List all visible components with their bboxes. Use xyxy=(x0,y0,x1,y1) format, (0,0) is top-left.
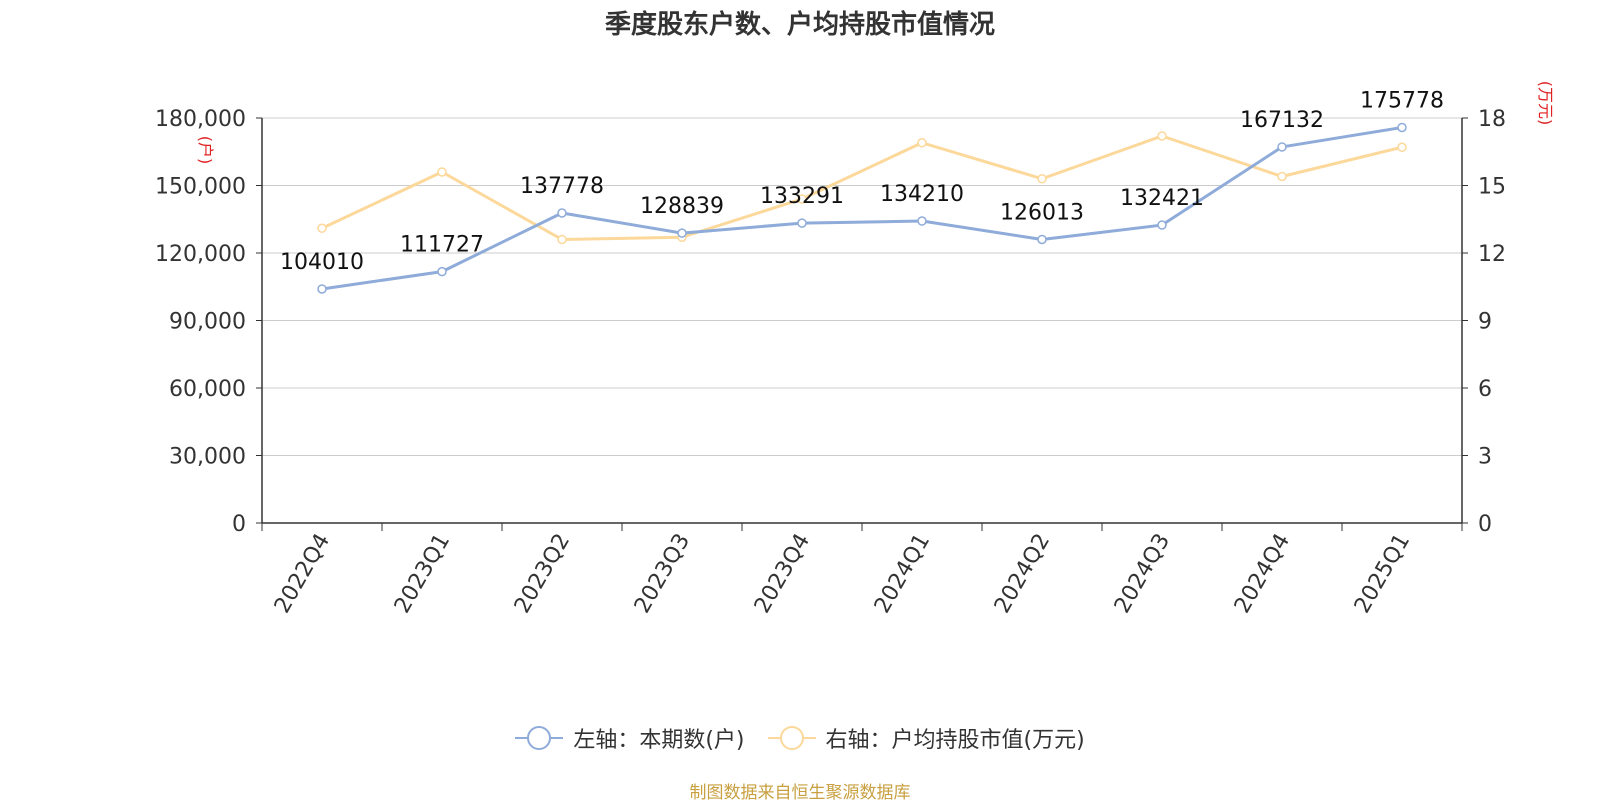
data-label-left: 126013 xyxy=(1000,200,1084,225)
x-axis-tick-label: 2024Q1 xyxy=(870,530,935,618)
right-axis-tick-label: 18 xyxy=(1478,107,1506,132)
x-axis-tick-label: 2024Q3 xyxy=(1110,530,1175,618)
right-axis-tick-label: 12 xyxy=(1478,242,1506,267)
legend-label-left-series: 左轴：本期数(户) xyxy=(573,728,745,753)
data-point-right xyxy=(1277,171,1287,182)
left-axis-tick-label: 150,000 xyxy=(155,175,246,200)
data-point-left xyxy=(1277,142,1287,152)
data-label-left: 134210 xyxy=(880,182,964,207)
left-axis-tick-label: 90,000 xyxy=(169,310,246,335)
data-label-left: 104010 xyxy=(280,250,364,275)
data-point-right xyxy=(557,234,567,245)
x-axis-tick-label: 2024Q2 xyxy=(990,530,1055,618)
chart-legend: 左轴：本期数(户) 右轴：户均持股市值(万元) xyxy=(0,722,1600,756)
data-point-left xyxy=(1157,220,1167,230)
x-axis-tick-label: 2025Q1 xyxy=(1350,530,1415,618)
left-axis-tick-label: 0 xyxy=(232,512,246,537)
left-axis-tick-label: 120,000 xyxy=(155,242,246,267)
legend-swatch-right-series xyxy=(767,726,816,750)
data-label-left: 132421 xyxy=(1120,186,1204,211)
x-axis-tick-label: 2023Q3 xyxy=(630,530,695,618)
legend-label-right-series: 右轴：户均持股市值(万元) xyxy=(825,728,1085,753)
x-axis-tick-label: 2024Q4 xyxy=(1230,530,1295,618)
legend-item-left-series[interactable]: 左轴：本期数(户) xyxy=(515,722,745,754)
series-line-left xyxy=(321,126,1403,291)
right-axis-tick-label: 6 xyxy=(1478,377,1492,402)
data-label-left: 167132 xyxy=(1240,108,1324,133)
data-label-left: 133291 xyxy=(760,184,844,209)
data-label-left: 128839 xyxy=(640,194,724,219)
data-label-left: 175778 xyxy=(1360,88,1444,113)
right-axis-tick-label: 15 xyxy=(1478,175,1506,200)
data-point-left xyxy=(677,228,687,238)
data-point-left xyxy=(317,284,327,294)
legend-swatch-left-series xyxy=(515,726,564,750)
data-label-left: 111727 xyxy=(400,233,484,258)
data-point-right xyxy=(1037,174,1047,184)
right-axis-tick-label: 9 xyxy=(1478,310,1492,335)
legend-item-right-series[interactable]: 右轴：户均持股市值(万元) xyxy=(767,722,1085,754)
data-point-left xyxy=(797,218,807,228)
data-point-left xyxy=(557,208,567,218)
data-point-right xyxy=(797,194,807,204)
data-label-left: 137778 xyxy=(520,174,604,199)
right-axis-tick-label: 0 xyxy=(1478,512,1492,537)
data-point-left xyxy=(1037,234,1047,245)
data-point-left xyxy=(917,216,927,226)
left-axis-tick-label: 60,000 xyxy=(169,377,246,402)
chart-title: 季度股东户数、户均持股市值情况 xyxy=(604,10,995,40)
right-axis-tick-label: 3 xyxy=(1478,445,1492,470)
data-point-left xyxy=(437,266,447,277)
left-axis-unit-label: (户) xyxy=(196,136,215,165)
right-axis-unit-label: (万元) xyxy=(1536,81,1555,126)
x-axis-tick-label: 2023Q4 xyxy=(750,530,815,618)
data-point-left xyxy=(1397,122,1407,133)
series-line-right xyxy=(321,134,1403,241)
data-point-right xyxy=(437,167,447,177)
x-axis-tick-label: 2022Q4 xyxy=(270,530,335,618)
data-point-right xyxy=(317,223,327,233)
data-point-right xyxy=(1157,131,1167,141)
data-source-note: 制图数据来自恒生聚源数据库 xyxy=(689,783,911,803)
data-point-right xyxy=(1397,142,1407,152)
x-axis-tick-label: 2023Q2 xyxy=(510,530,575,618)
left-axis-tick-label: 180,000 xyxy=(155,107,246,132)
data-point-right xyxy=(917,138,927,148)
left-axis-tick-label: 30,000 xyxy=(169,445,246,470)
x-axis-tick-label: 2023Q1 xyxy=(390,530,455,618)
